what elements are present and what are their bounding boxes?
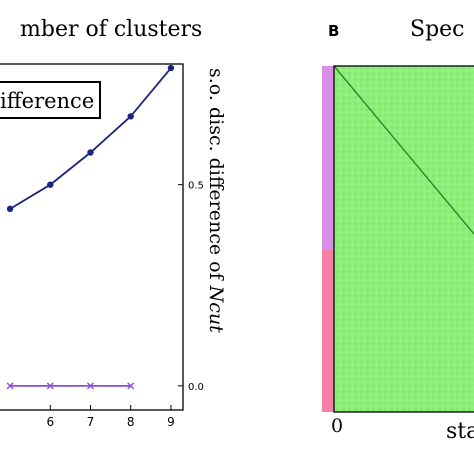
x-tick-label: 9 xyxy=(167,415,175,429)
panel-a-legend-box xyxy=(0,81,101,119)
cluster-bar-top xyxy=(322,66,334,250)
panel-b-title: Spec xyxy=(410,17,465,42)
y-tick-label: 0.5 xyxy=(188,181,204,192)
series-1-point xyxy=(46,382,54,390)
panel-a-right-axis-label: s.o. disc. difference of Ncut xyxy=(205,68,227,333)
panel-b-xlabel: sta xyxy=(446,419,474,444)
series-1-point xyxy=(6,382,14,390)
panel-b-letter: B xyxy=(328,22,339,40)
series-0-point xyxy=(127,113,134,120)
series-0-point xyxy=(47,181,54,188)
series-1-point xyxy=(87,382,94,390)
similarity-matrix xyxy=(334,66,474,412)
panel-b-axes xyxy=(333,65,474,413)
x-tick-label: 7 xyxy=(87,415,95,429)
panel-a-title: mber of clusters xyxy=(20,17,202,42)
matrix-diagonal xyxy=(333,65,474,236)
panel-a: mber of clusters ifference s.o. disc. di… xyxy=(0,17,227,429)
y-tick-label: 0.0 xyxy=(188,382,204,393)
cluster-bar-bottom xyxy=(322,250,334,412)
panel-b-xtick-0: 0 xyxy=(331,415,343,437)
x-tick-label: 6 xyxy=(46,415,54,429)
panel-a-legend-text: ifference xyxy=(0,89,94,113)
panel-a-plot: 6 7 8 9 0.0 0.5 xyxy=(6,64,204,429)
series-1-point xyxy=(127,382,135,390)
series-0-point xyxy=(87,149,94,156)
series-0-point xyxy=(167,64,175,72)
panel-b: B Spec 0 sta xyxy=(322,17,474,444)
series-0-point xyxy=(6,205,14,213)
x-tick-label: 8 xyxy=(127,415,135,429)
